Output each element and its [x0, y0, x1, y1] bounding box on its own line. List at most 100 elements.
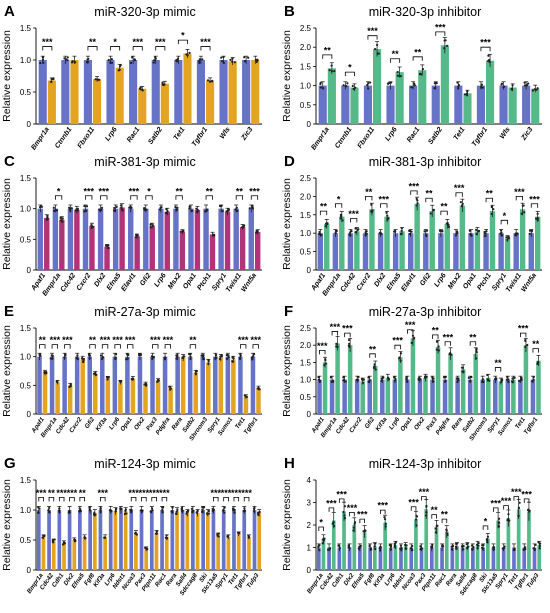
- sample-dot: [364, 231, 367, 234]
- bar-treatment: [247, 537, 251, 570]
- bar-control: [82, 208, 89, 270]
- bar-control: [467, 379, 473, 414]
- sample-dot: [114, 357, 117, 360]
- bar-treatment: [138, 88, 147, 124]
- bar-treatment: [209, 234, 216, 270]
- sample-dot: [501, 547, 504, 550]
- sample-dot: [362, 530, 365, 533]
- sample-dot: [51, 354, 54, 357]
- bar-treatment: [72, 540, 77, 570]
- significance-label: **: [369, 344, 377, 354]
- sample-dot: [532, 375, 535, 379]
- sample-dot: [465, 546, 469, 550]
- sample-dot: [227, 209, 230, 212]
- sample-dot: [511, 381, 514, 384]
- bar-control: [238, 356, 243, 414]
- significance-bracket: [431, 514, 437, 519]
- bar-treatment: [257, 513, 262, 570]
- sample-dot: [135, 533, 138, 536]
- bar-treatment: [103, 537, 107, 570]
- bar-control: [225, 356, 231, 414]
- bar-treatment: [70, 60, 79, 124]
- sample-dot: [420, 547, 424, 550]
- bar-control: [100, 356, 105, 414]
- sample-dot: [42, 61, 45, 64]
- y-tick-label: 1.5: [20, 324, 32, 333]
- sample-dot: [475, 347, 478, 351]
- sample-dot: [435, 340, 439, 343]
- significance-bracket: [532, 348, 539, 353]
- bar-control: [125, 356, 130, 414]
- sample-dot: [357, 375, 360, 379]
- significance-bracket: [152, 344, 159, 349]
- sample-dot: [218, 204, 222, 208]
- significance-bracket: [440, 210, 448, 216]
- sample-dot: [335, 229, 338, 233]
- sample-dot: [130, 510, 133, 513]
- sample-dot: [115, 507, 118, 511]
- bar-control: [431, 85, 440, 124]
- sample-dot: [53, 209, 56, 213]
- y-tick-label: 2.0: [300, 192, 312, 201]
- significance-label: ***: [419, 487, 430, 497]
- y-tick-label: 0.5: [300, 101, 312, 110]
- sample-dot: [85, 205, 89, 208]
- sample-dot: [387, 377, 390, 381]
- bar-control: [201, 510, 205, 570]
- sample-dot: [332, 521, 335, 524]
- sample-dot: [374, 547, 377, 551]
- sample-dot: [180, 510, 184, 513]
- sample-dot: [53, 538, 56, 541]
- sample-dot: [437, 349, 440, 352]
- sample-dot: [343, 514, 346, 517]
- y-tick-label: 1.5: [20, 174, 32, 183]
- sample-dot: [425, 234, 428, 238]
- bar-control: [67, 510, 72, 570]
- sample-dot: [436, 524, 439, 527]
- sample-dot: [251, 358, 254, 361]
- sample-dot: [185, 512, 188, 515]
- sample-dot: [368, 378, 371, 382]
- sample-dot: [227, 356, 230, 359]
- bar-control: [87, 356, 92, 414]
- sample-dot: [153, 59, 156, 62]
- significance-bracket: [455, 192, 463, 197]
- sample-dot: [335, 342, 338, 345]
- sample-dot: [257, 512, 260, 515]
- significance-bracket: [480, 46, 491, 52]
- sample-dot: [47, 508, 50, 512]
- sample-dot: [456, 81, 459, 84]
- sample-dot: [507, 378, 510, 381]
- significance-label: **: [532, 339, 540, 349]
- sample-dot: [415, 514, 418, 517]
- bar-treatment: [516, 509, 521, 570]
- bar-treatment: [130, 378, 136, 414]
- sample-dot: [188, 51, 191, 54]
- x-tick-label: Lrp6: [384, 126, 398, 143]
- bar-treatment: [206, 362, 211, 414]
- sample-dot: [175, 512, 178, 516]
- significance-bracket: [493, 507, 499, 512]
- bar-control: [112, 356, 118, 414]
- bar-control: [440, 547, 444, 570]
- sample-dot: [175, 357, 178, 360]
- significance-label: ***: [163, 335, 174, 345]
- sample-dot: [90, 224, 93, 227]
- significance-bracket: [513, 496, 520, 501]
- sample-dot: [350, 230, 353, 233]
- bar-control: [347, 233, 354, 270]
- y-tick-label: 0: [307, 120, 312, 129]
- sample-dot: [455, 547, 458, 550]
- bar-treatment: [80, 359, 85, 414]
- sample-dot: [405, 544, 408, 547]
- sample-dot: [104, 244, 108, 247]
- sample-dot: [218, 357, 222, 361]
- sample-dot: [425, 375, 428, 378]
- sample-dot: [221, 60, 224, 63]
- significance-bracket: [344, 332, 351, 338]
- significance-label: ***: [238, 335, 249, 345]
- sample-dot: [441, 229, 444, 233]
- sample-dot: [526, 343, 529, 347]
- significance-bracket: [349, 512, 355, 517]
- bar-treatment: [399, 231, 405, 270]
